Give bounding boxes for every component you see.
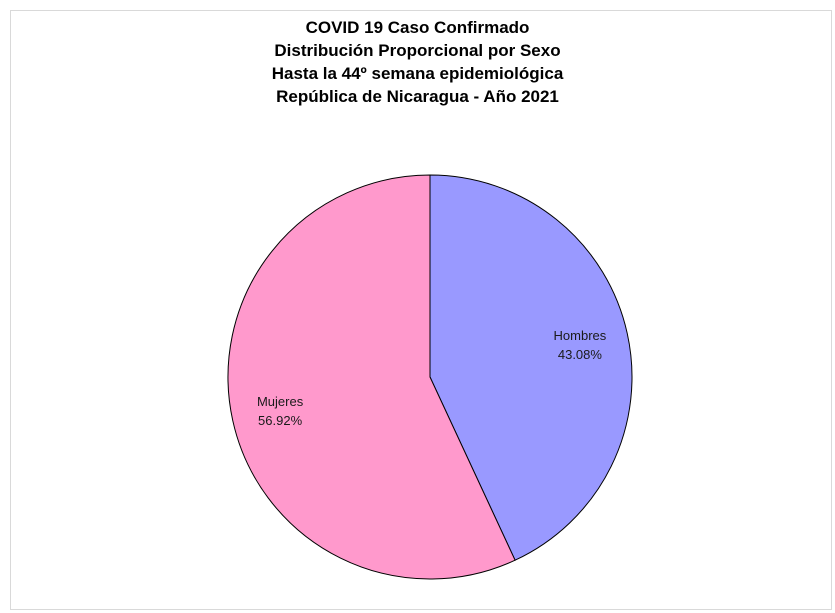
chart-title-line-2: Distribución Proporcional por Sexo — [274, 41, 561, 60]
slice-category-label: Mujeres — [257, 394, 304, 409]
slice-value-label: 56.92% — [258, 413, 303, 428]
slice-value-label: 43.08% — [558, 347, 603, 362]
slice-label-mujeres: Mujeres 56.92% — [257, 394, 304, 428]
slice-category-label: Hombres — [554, 328, 607, 343]
chart-title: COVID 19 Caso Confirmado Distribución Pr… — [0, 16, 835, 108]
pie-slice-mujeres — [227, 174, 516, 580]
chart-title-line-3: Hasta la 44º semana epidemiológica — [271, 64, 564, 83]
chart-title-line-4: República de Nicaragua - Año 2021 — [276, 87, 559, 106]
chart-title-line-1: COVID 19 Caso Confirmado — [305, 18, 530, 37]
pie-slice-hombres — [429, 174, 633, 561]
slice-label-hombres: Hombres 43.08% — [554, 328, 607, 362]
